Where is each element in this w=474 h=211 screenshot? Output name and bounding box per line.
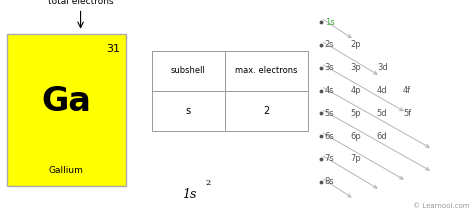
Text: 5s: 5s	[325, 109, 334, 118]
Text: Gallium: Gallium	[49, 166, 84, 175]
Text: 4s: 4s	[325, 86, 334, 95]
Text: © Learnool.com: © Learnool.com	[413, 203, 469, 209]
Text: 4d: 4d	[377, 86, 387, 95]
Text: 5f: 5f	[403, 109, 411, 118]
Text: Ga: Ga	[41, 85, 91, 118]
Text: 1s: 1s	[325, 18, 334, 27]
Text: s: s	[186, 106, 191, 116]
Text: 6s: 6s	[325, 132, 335, 141]
Bar	[152, 91, 308, 131]
Text: 2: 2	[264, 106, 270, 116]
Text: 31: 31	[106, 44, 120, 54]
Text: max. electrons: max. electrons	[236, 66, 298, 75]
Bar	[152, 51, 308, 91]
Text: 5p: 5p	[351, 109, 361, 118]
Text: 6p: 6p	[351, 132, 362, 141]
Text: 3d: 3d	[377, 63, 388, 72]
Text: 2s: 2s	[325, 41, 334, 49]
Text: 3s: 3s	[325, 63, 335, 72]
Text: 4p: 4p	[351, 86, 361, 95]
Bar	[7, 34, 126, 186]
Text: 6d: 6d	[377, 132, 388, 141]
Text: 8s: 8s	[325, 177, 335, 186]
Text: 7p: 7p	[351, 154, 362, 163]
Text: 2: 2	[205, 179, 210, 187]
Text: 5d: 5d	[377, 109, 387, 118]
Text: 1s: 1s	[182, 188, 197, 201]
Text: 7s: 7s	[325, 154, 335, 163]
Text: total electrons: total electrons	[48, 0, 113, 6]
Text: subshell: subshell	[171, 66, 206, 75]
Text: 3p: 3p	[351, 63, 362, 72]
Text: 4f: 4f	[403, 86, 411, 95]
Text: 2p: 2p	[351, 41, 361, 49]
